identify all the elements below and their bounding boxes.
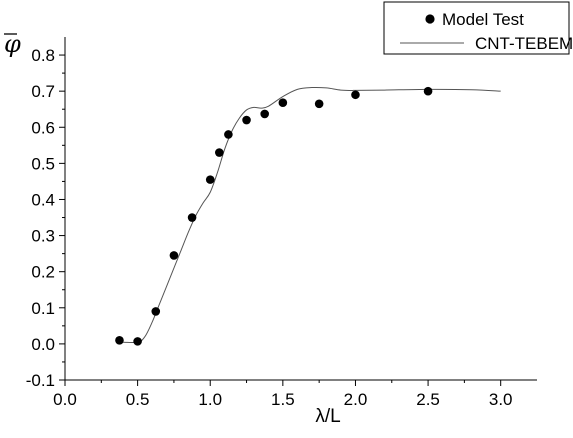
x-tick-label: 1.5 [271, 390, 295, 409]
legend-label-cnt-tebem: CNT-TEBEM [475, 34, 573, 53]
model-test-point [224, 130, 233, 139]
x-tick-label: 2.0 [344, 390, 368, 409]
x-axis-title: λ/L [315, 406, 340, 427]
model-test-point [115, 335, 124, 345]
model-test-point [351, 90, 360, 100]
y-tick-label: 0.3 [31, 227, 55, 246]
model-test-point [151, 307, 161, 316]
model-test-point [278, 98, 288, 108]
series-model-test [115, 86, 433, 346]
y-tick-label: 0.2 [31, 263, 55, 282]
model-test-point [187, 213, 197, 222]
y-tick-label: -0.1 [26, 371, 55, 390]
model-test-point [314, 99, 324, 109]
legend-marker-model-test [425, 14, 435, 24]
y-tick-label: 0.5 [31, 154, 55, 173]
x-tick-label: 2.5 [416, 390, 440, 409]
legend: Model Test CNT-TEBEM [383, 1, 573, 55]
model-test-point [133, 337, 142, 346]
model-test-point [260, 109, 269, 119]
y-axis-title-text: φ [4, 30, 21, 58]
series-cnt-tebem [119, 86, 501, 343]
model-test-point [215, 148, 224, 157]
y-tick-label: 0.0 [31, 335, 55, 354]
plot-frame [64, 37, 537, 381]
y-axis: -0.1 0.0 0.1 0.2 0.3 0.4 0.5 0.6 0.7 0.8 [26, 46, 65, 390]
x-tick-label: 1.0 [198, 390, 222, 409]
model-test-point [205, 175, 215, 184]
cnt-tebem-line [119, 86, 501, 343]
y-tick-label: 0.8 [31, 46, 55, 65]
y-tick-label: 0.4 [31, 190, 55, 209]
model-test-point [423, 86, 433, 96]
y-tick-label: 0.1 [31, 299, 55, 318]
x-axis: 0.0 0.5 1.0 1.5 2.0 2.5 3.0 [53, 380, 513, 409]
legend-label-model-test: Model Test [442, 10, 524, 29]
x-tick-label: 0.0 [53, 390, 77, 409]
y-tick-label: 0.6 [31, 118, 55, 137]
legend-box [383, 1, 570, 55]
y-tick-label: 0.7 [31, 82, 55, 101]
model-test-point [242, 115, 251, 125]
y-axis-title: φ [4, 30, 21, 58]
model-test-point [169, 251, 179, 260]
x-tick-label: 0.5 [126, 390, 150, 409]
x-tick-label: 3.0 [489, 390, 513, 409]
